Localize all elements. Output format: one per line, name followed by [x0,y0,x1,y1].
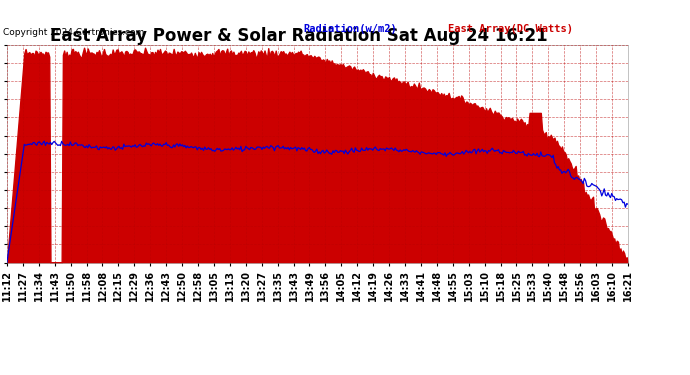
Text: Copyright 2024 Curtronics.com: Copyright 2024 Curtronics.com [3,28,145,37]
Text: Radiation(w/m2): Radiation(w/m2) [304,24,397,34]
Text: East Array(DC Watts): East Array(DC Watts) [448,24,573,34]
Title: East Array Power & Solar Radiation Sat Aug 24 16:21: East Array Power & Solar Radiation Sat A… [50,27,548,45]
